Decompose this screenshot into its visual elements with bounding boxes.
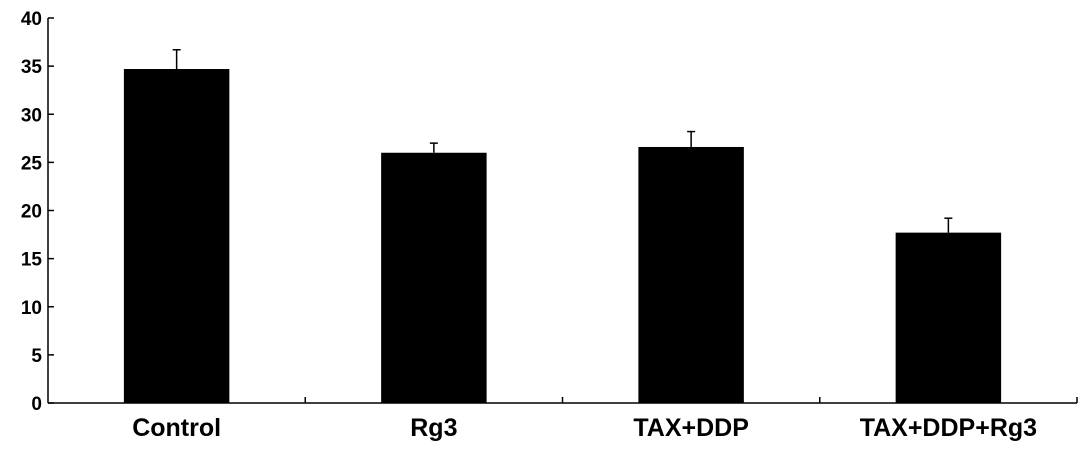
bar-control xyxy=(123,69,230,403)
error-bars xyxy=(172,49,953,233)
error-bar xyxy=(429,142,438,153)
error-bar xyxy=(944,217,953,233)
y-tick-label: 20 xyxy=(21,202,42,223)
y-tick-label: 25 xyxy=(21,153,43,174)
error-bar xyxy=(172,49,181,70)
y-tick-label: 15 xyxy=(21,250,43,271)
bar-rg3 xyxy=(381,152,487,403)
y-tick-label: 40 xyxy=(21,9,42,30)
y-tick-label: 10 xyxy=(21,298,42,319)
x-category-label: Control xyxy=(132,414,221,442)
x-category-label: TAX+DDP xyxy=(633,414,749,442)
y-tick-label: 30 xyxy=(21,105,42,126)
y-tick-labels: 0 5 10 15 20 25 30 35 40 xyxy=(21,9,43,415)
x-category-label: Rg3 xyxy=(410,414,457,442)
bar-tax-ddp-rg3 xyxy=(895,232,1002,403)
y-tick-label: 5 xyxy=(31,346,42,367)
bar-tax-ddp xyxy=(638,146,744,403)
error-bar xyxy=(687,130,696,147)
x-category-label: TAX+DDP+Rg3 xyxy=(860,414,1037,442)
y-tick-label: 0 xyxy=(31,394,42,415)
category-labels: Control Rg3 TAX+DDP TAX+DDP+Rg3 xyxy=(132,414,1037,442)
bars xyxy=(123,69,1002,403)
y-tick-label: 35 xyxy=(21,57,43,78)
